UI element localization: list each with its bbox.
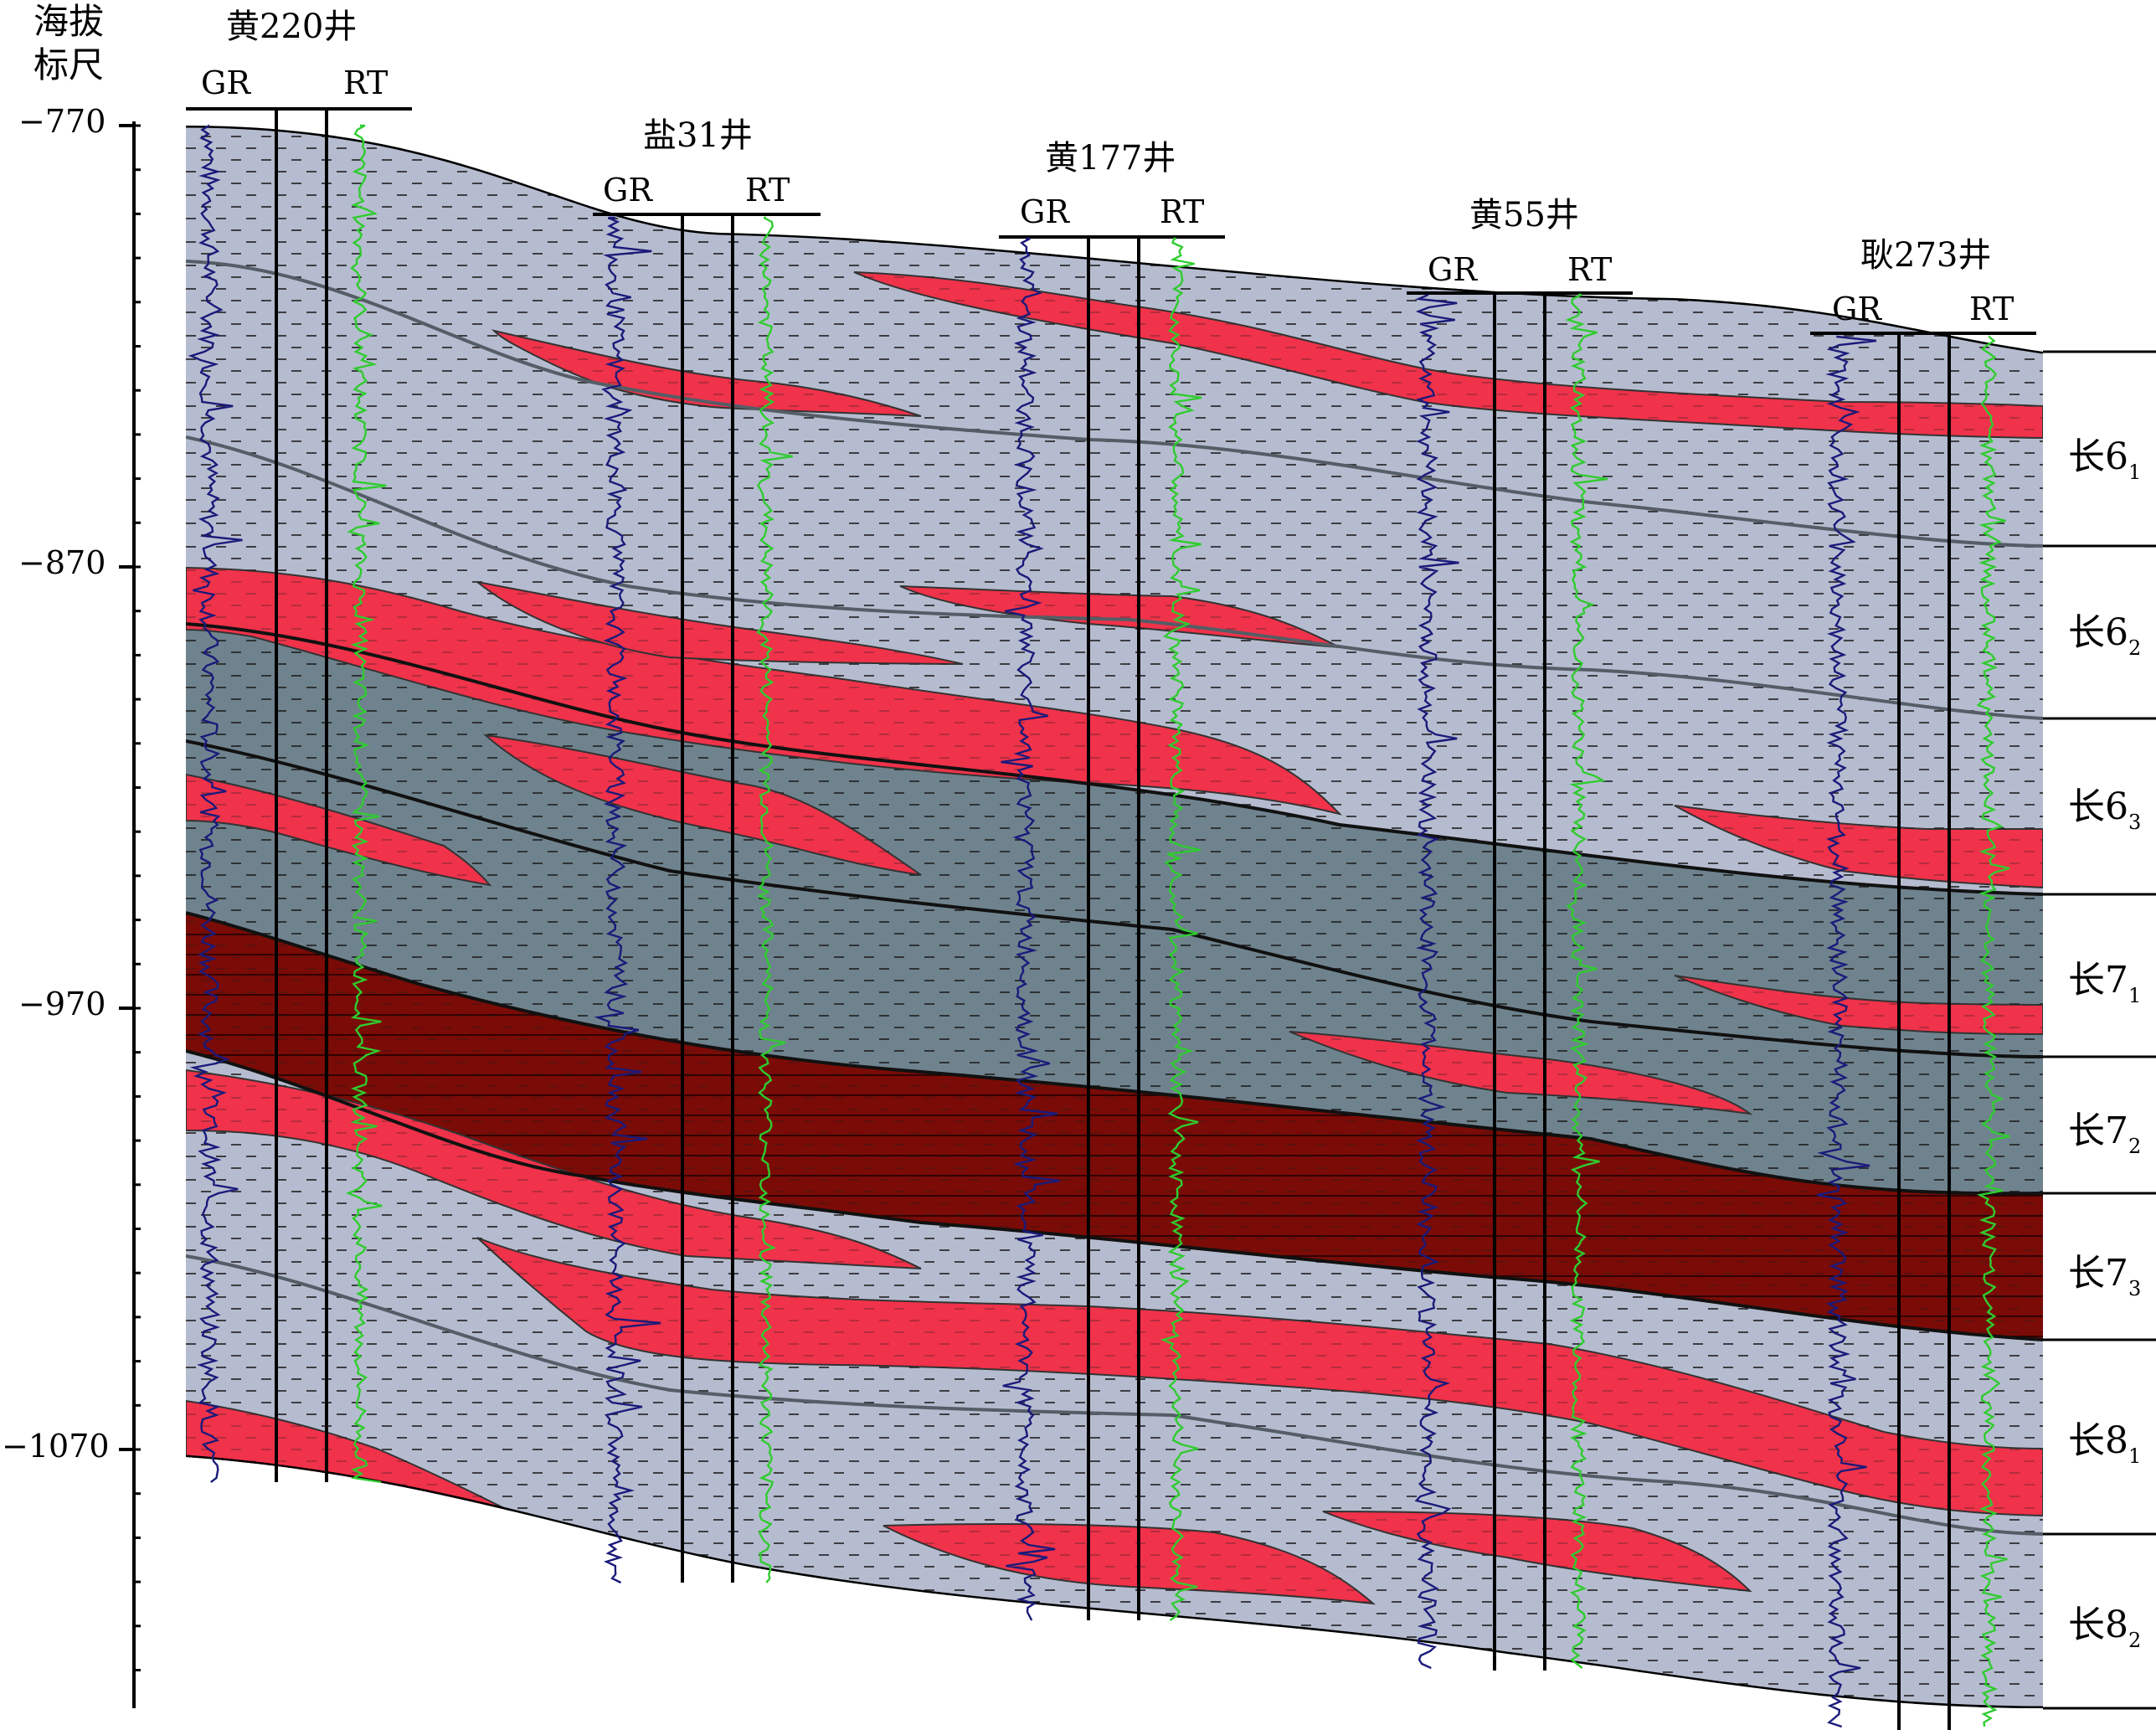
gr-label: GR — [201, 64, 251, 101]
section-body — [186, 126, 2043, 1708]
layer-label-chang8-2: 长82 — [2068, 1604, 2141, 1652]
well-name: 盐31井 — [643, 116, 753, 155]
layer-labels: 长61 长62 长63 长71 长72 长73 长81 长82 — [2068, 435, 2141, 1652]
scale-ticks — [119, 124, 141, 1671]
elevation-scale: 海拔 标尺 −770 −870 −970 −1070 — [2, 1, 141, 1708]
log-curve — [188, 124, 243, 1483]
wells-layer: 黄220井 GR RT 盐31井 GR RT 黄177井 GR RT 黄55井 … — [186, 8, 2036, 1730]
rt-label: RT — [1969, 291, 2014, 327]
well-huang177: 黄177井 GR RT — [999, 139, 1225, 1620]
layer-label-chang6-2: 长62 — [2068, 611, 2141, 660]
boundary-line — [186, 911, 2043, 1196]
well-name: 黄220井 — [226, 8, 357, 46]
log-curve — [1816, 335, 1877, 1728]
log-curves — [188, 124, 2010, 1728]
log-curve — [345, 124, 387, 1484]
layer-label-chang7-1: 长71 — [2068, 959, 2141, 1007]
scale-label-870: −870 — [18, 544, 105, 581]
layer-label-chang6-3: 长63 — [2068, 785, 2141, 834]
well-huang220: 黄220井 GR RT — [186, 8, 412, 1482]
layer-label-chang7-2: 长72 — [2068, 1110, 2141, 1158]
section-top-outline — [186, 126, 2043, 354]
gr-label: GR — [1832, 291, 1882, 327]
layer-boundaries — [186, 260, 2043, 1536]
scale-title-line2: 标尺 — [33, 44, 104, 85]
well-huang55: 黄55井 GR RT — [1407, 196, 1633, 1671]
sand-dash-pattern — [186, 126, 2043, 1708]
scale-label-770: −770 — [18, 103, 105, 140]
log-curve — [1160, 237, 1202, 1621]
boundary-line — [186, 622, 2043, 896]
rt-label: RT — [1160, 193, 1204, 230]
boundary-line — [186, 1254, 2043, 1536]
gr-label: GR — [1428, 251, 1478, 288]
gr-label: GR — [1020, 193, 1070, 230]
well-geng273: 耿273井 GR RT — [1810, 236, 2036, 1730]
rt-label: RT — [343, 64, 388, 101]
layer-divider-ticks — [2043, 350, 2156, 1710]
well-name: 耿273井 — [1860, 236, 1991, 275]
well-name: 黄55井 — [1469, 196, 1579, 234]
layer-label-chang6-1: 长61 — [2068, 435, 2141, 484]
scale-label-970: −970 — [18, 986, 105, 1022]
boundary-line — [186, 435, 2043, 720]
log-curve — [1976, 335, 2010, 1727]
log-curve — [1414, 293, 1459, 1670]
log-curve — [594, 216, 661, 1584]
log-curve — [1001, 237, 1060, 1621]
boundary-line — [186, 1049, 2043, 1341]
log-curve — [1565, 293, 1608, 1669]
well-name: 黄177井 — [1045, 139, 1176, 178]
rt-label: RT — [745, 172, 790, 209]
layer-label-chang7-3: 长73 — [2068, 1252, 2141, 1300]
boundary-line — [186, 739, 2043, 1058]
rt-label: RT — [1567, 251, 1612, 288]
log-curve — [756, 216, 793, 1583]
scale-title-line1: 海拔 — [33, 1, 104, 42]
layer-label-chang8-1: 长81 — [2068, 1419, 2141, 1468]
well-yan31: 盐31井 GR RT — [593, 116, 821, 1583]
scale-label-1070: −1070 — [2, 1428, 110, 1465]
gr-label: GR — [603, 172, 653, 209]
